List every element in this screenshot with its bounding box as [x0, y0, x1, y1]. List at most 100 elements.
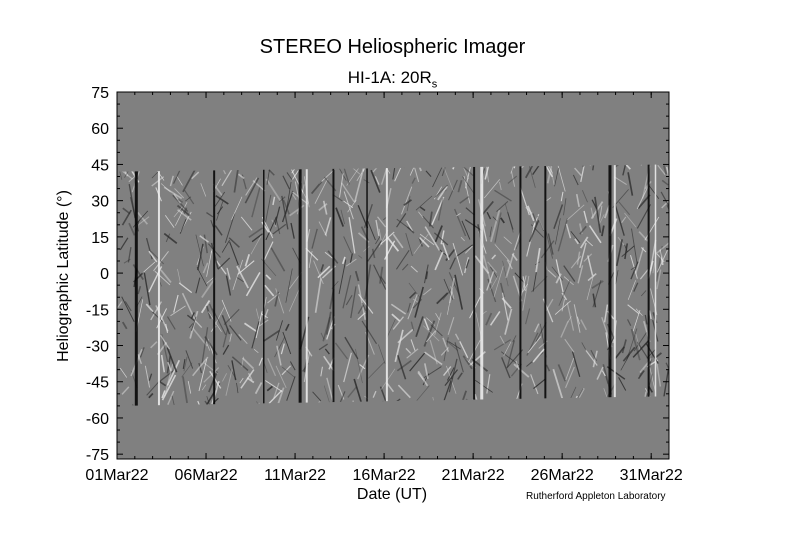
texture-streak [575, 194, 580, 208]
texture-streak [598, 214, 605, 225]
texture-streak [222, 373, 227, 382]
texture-streak [406, 226, 415, 234]
texture-streak [121, 296, 135, 322]
texture-streak [544, 164, 553, 174]
texture-streak [253, 349, 259, 354]
texture-streak [232, 259, 244, 290]
texture-streak [567, 316, 572, 323]
texture-streak [281, 366, 295, 378]
texture-streak [378, 344, 386, 364]
vertical-streak [134, 164, 138, 406]
texture-streak [546, 197, 552, 201]
vertical-streak [332, 164, 335, 406]
texture-streak [236, 265, 249, 289]
subtitle-subscript: s [431, 78, 438, 91]
texture-streak [513, 231, 521, 251]
texture-streak [178, 282, 193, 294]
texture-streak [361, 302, 367, 312]
texture-streak [489, 311, 501, 326]
texture-streak [323, 355, 335, 372]
texture-streak [560, 321, 569, 338]
texture-streak [225, 369, 233, 396]
texture-streak [486, 211, 492, 220]
texture-streak [536, 214, 545, 231]
texture-streak [540, 240, 555, 259]
texture-streak [252, 179, 266, 192]
texture-streak [486, 271, 495, 291]
texture-streak [203, 367, 220, 383]
texture-streak [555, 164, 566, 192]
texture-streak [378, 228, 383, 246]
texture-streak [322, 316, 331, 342]
vertical-streak [213, 164, 216, 406]
texture-streak [203, 234, 208, 254]
texture-streak [592, 350, 598, 368]
texture-streak [173, 206, 183, 218]
texture-streak [465, 164, 473, 189]
texture-streak [128, 175, 136, 183]
texture-streak [624, 243, 628, 260]
texture-streak [490, 209, 501, 242]
texture-streak [560, 191, 564, 202]
texture-streak [441, 164, 451, 177]
texture-streak [581, 342, 586, 350]
texture-streak [596, 366, 604, 380]
texture-streak [170, 305, 186, 317]
texture-streak [233, 165, 240, 193]
texture-streak [500, 351, 520, 366]
texture-streak [250, 235, 262, 255]
texture-streak [475, 380, 493, 393]
texture-streak [618, 377, 627, 391]
texture-streak [272, 223, 287, 235]
texture-streak [565, 357, 575, 381]
texture-streak [615, 270, 619, 285]
texture-streak [644, 314, 648, 325]
texture-streak [440, 230, 445, 245]
texture-streak [373, 264, 387, 290]
texture-streak [275, 217, 281, 235]
texture-streak [355, 348, 363, 384]
texture-streak [238, 334, 248, 345]
texture-streak [657, 164, 666, 176]
texture-streak [410, 321, 415, 332]
texture-streak [656, 269, 662, 290]
texture-streak [502, 260, 509, 287]
texture-streak [367, 220, 376, 241]
y-tick-label: -30 [86, 339, 109, 356]
texture-streak [507, 175, 518, 184]
texture-streak [428, 211, 433, 227]
texture-streak [272, 196, 276, 206]
texture-streak [434, 225, 443, 243]
texture-streak [639, 268, 649, 280]
texture-streak [197, 243, 204, 271]
texture-streak [173, 193, 182, 204]
texture-streak [263, 309, 269, 320]
texture-streak [566, 302, 575, 331]
texture-streak [153, 250, 169, 272]
texture-streak [638, 231, 649, 242]
texture-streak [419, 206, 426, 212]
texture-streak [614, 346, 625, 359]
vertical-streak [473, 164, 476, 406]
texture-streak [413, 233, 429, 254]
texture-streak [535, 248, 541, 273]
texture-streak [206, 396, 217, 406]
texture-streak [583, 210, 588, 224]
texture-streak [532, 164, 548, 175]
texture-streak [454, 342, 464, 373]
texture-streak [242, 357, 255, 370]
texture-streak [323, 385, 333, 406]
texture-streak [618, 201, 631, 216]
texture-streak [630, 261, 639, 280]
texture-streak [576, 251, 581, 265]
vertical-streak [647, 164, 650, 406]
vertical-streak [519, 164, 522, 406]
texture-streak [446, 367, 455, 381]
texture-streak [547, 269, 557, 278]
texture-streak [229, 241, 239, 266]
y-tick-label: 75 [91, 85, 109, 102]
texture-streak [137, 211, 149, 225]
texture-streak [409, 291, 417, 299]
vertical-streak [480, 164, 484, 406]
texture-streak [176, 204, 191, 217]
